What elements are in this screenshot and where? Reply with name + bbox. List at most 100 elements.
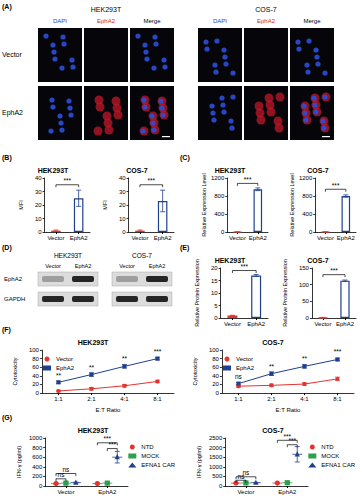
svg-text:MOCK: MOCK (321, 453, 339, 459)
svg-text:MFI: MFI (102, 200, 108, 210)
svg-text:GAPDH: GAPDH (4, 296, 25, 302)
svg-text:EphA2: EphA2 (149, 263, 166, 269)
svg-text:Merge: Merge (303, 18, 321, 24)
svg-text:0: 0 (122, 229, 126, 235)
svg-text:**: ** (56, 372, 62, 379)
svg-text:Vector: Vector (229, 235, 246, 241)
svg-text:(G): (G) (2, 414, 12, 422)
svg-text:***: *** (147, 177, 155, 184)
svg-text:HEK293T: HEK293T (91, 6, 122, 13)
svg-text:40: 40 (119, 175, 126, 181)
svg-text:1200: 1200 (211, 175, 225, 181)
svg-text:HEK293T: HEK293T (215, 257, 246, 264)
svg-text:***: *** (104, 435, 112, 442)
svg-text:DAPI: DAPI (53, 18, 67, 24)
svg-text:EphA2: EphA2 (97, 18, 116, 24)
svg-text:E:T Ratio: E:T Ratio (276, 407, 302, 413)
svg-text:1500: 1500 (209, 454, 223, 460)
svg-text:EphA2: EphA2 (98, 489, 117, 495)
svg-text:EphA2: EphA2 (56, 365, 75, 371)
svg-text:20: 20 (211, 265, 218, 271)
svg-text:NTD: NTD (321, 444, 334, 450)
svg-text:EphA2: EphA2 (257, 18, 276, 24)
svg-text:COS-7: COS-7 (307, 167, 329, 174)
svg-text:80: 80 (32, 356, 39, 362)
svg-text:COS-7: COS-7 (132, 252, 152, 259)
svg-text:**: ** (269, 363, 275, 370)
svg-text:800: 800 (214, 193, 225, 199)
svg-text:IFN-γ (pg/ml): IFN-γ (pg/ml) (16, 446, 22, 478)
svg-text:1:1: 1:1 (234, 396, 243, 402)
svg-text:5: 5 (214, 303, 218, 309)
svg-text:EFNA1 CAR: EFNA1 CAR (141, 462, 175, 468)
svg-text:50: 50 (302, 298, 309, 304)
svg-text:15: 15 (211, 278, 218, 284)
svg-text:10: 10 (119, 216, 126, 222)
svg-text:0: 0 (36, 390, 40, 396)
svg-text:1200: 1200 (299, 175, 313, 181)
svg-text:0: 0 (219, 483, 223, 489)
svg-text:60: 60 (212, 364, 219, 370)
svg-text:EphA2: EphA2 (70, 235, 89, 241)
svg-text:Vector: Vector (131, 235, 148, 241)
svg-text:***: *** (332, 182, 340, 189)
svg-text:EphA2: EphA2 (336, 321, 355, 327)
svg-text:HEK293T: HEK293T (78, 339, 109, 346)
svg-text:***: *** (240, 263, 248, 270)
svg-text:***: *** (284, 433, 292, 440)
svg-text:40: 40 (35, 175, 42, 181)
svg-text:EphA2: EphA2 (337, 235, 356, 241)
svg-text:EphA2: EphA2 (154, 235, 173, 241)
svg-text:4:1: 4:1 (300, 396, 309, 402)
svg-text:ns: ns (242, 469, 250, 476)
svg-text:***: *** (63, 177, 71, 184)
svg-text:**: ** (302, 355, 308, 362)
svg-text:1:1: 1:1 (54, 396, 63, 402)
svg-text:500: 500 (212, 473, 223, 479)
svg-text:***: *** (334, 348, 342, 355)
svg-text:20: 20 (32, 381, 39, 387)
svg-text:Vector: Vector (57, 489, 74, 495)
svg-text:Vector: Vector (2, 51, 23, 58)
svg-text:Vector: Vector (237, 489, 254, 495)
svg-text:EphA2: EphA2 (2, 109, 23, 117)
svg-text:0: 0 (309, 229, 313, 235)
svg-text:(E): (E) (180, 244, 189, 252)
svg-text:HEK293T: HEK293T (78, 427, 109, 434)
svg-text:60: 60 (32, 364, 39, 370)
svg-text:DAPI: DAPI (213, 18, 227, 24)
svg-text:Cytotoxicity: Cytotoxicity (192, 357, 198, 385)
svg-text:(A): (A) (2, 3, 12, 11)
svg-text:100: 100 (209, 347, 220, 353)
svg-text:0: 0 (214, 315, 218, 321)
svg-text:COS-7: COS-7 (126, 167, 148, 174)
svg-text:400: 400 (214, 211, 225, 217)
svg-text:**: ** (89, 364, 95, 371)
svg-text:2:1: 2:1 (267, 396, 276, 402)
svg-text:0: 0 (221, 229, 225, 235)
svg-text:EphA2: EphA2 (247, 321, 266, 327)
svg-text:400: 400 (32, 464, 43, 470)
svg-text:EphA2: EphA2 (236, 365, 255, 371)
svg-text:(D): (D) (2, 244, 12, 252)
svg-text:600: 600 (32, 454, 43, 460)
svg-text:100: 100 (299, 282, 310, 288)
svg-text:Relative Expression Level: Relative Expression Level (289, 173, 295, 236)
svg-text:HEK293T: HEK293T (215, 167, 246, 174)
svg-text:0: 0 (38, 229, 42, 235)
svg-text:Vector: Vector (314, 321, 331, 327)
svg-text:EFNA1 CAR: EFNA1 CAR (321, 462, 355, 468)
svg-text:10: 10 (211, 290, 218, 296)
svg-text:EphA2: EphA2 (4, 276, 23, 282)
svg-text:IFN-γ (pg/ml): IFN-γ (pg/ml) (196, 446, 202, 478)
svg-text:1000: 1000 (29, 435, 43, 441)
svg-text:Vector: Vector (47, 235, 64, 241)
svg-text:EphA2: EphA2 (278, 489, 297, 495)
svg-text:Relative Protein Expression: Relative Protein Expression (194, 259, 200, 327)
svg-text:HEK293T: HEK293T (54, 252, 82, 259)
svg-text:8:1: 8:1 (153, 396, 162, 402)
svg-text:20: 20 (35, 202, 42, 208)
svg-text:Vector: Vector (317, 235, 334, 241)
svg-text:Vector: Vector (224, 321, 241, 327)
svg-text:Vector: Vector (119, 263, 135, 269)
